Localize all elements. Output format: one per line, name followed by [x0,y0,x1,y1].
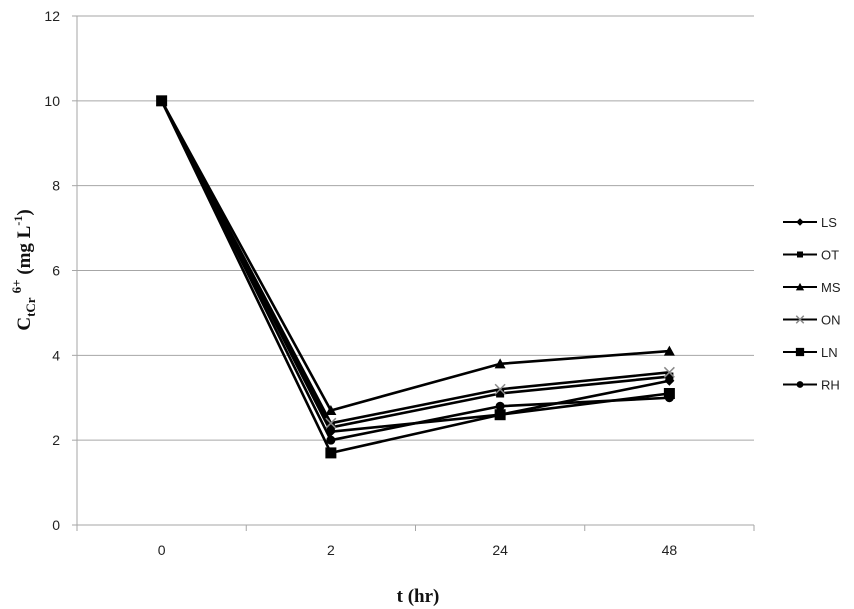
triangle-marker-icon [663,345,675,356]
diamond-marker-icon [796,218,804,226]
legend-label: RH [821,378,840,393]
series-ms [156,95,675,415]
legend-label: LS [821,215,837,230]
square-marker-icon [325,447,337,459]
circle-marker-icon [495,401,505,411]
y-tick-label: 2 [52,432,60,448]
series-ln [156,95,675,459]
x-tick-label: 0 [158,542,166,558]
series-ls [156,95,675,437]
legend-item-ln: LN [783,345,838,360]
y-tick-label: 12 [44,8,60,24]
circle-marker-icon [796,381,804,388]
series-on [156,95,675,429]
data-series [156,95,675,459]
legend-label: OT [821,248,839,263]
legend: LS OT MS ON LN RH [783,215,841,393]
legend-item-ms: MS [783,280,841,295]
x-tick-label: 48 [662,542,678,558]
square-marker-icon [797,251,803,258]
x-marker-icon [795,315,805,324]
series-rh [157,96,674,445]
legend-label: ON [821,313,841,328]
legend-item-ls: LS [783,215,837,230]
gridlines [77,15,754,441]
square-marker-icon [494,409,506,421]
circle-marker-icon [157,96,167,106]
axes [72,15,755,531]
legend-item-rh: RH [783,378,840,393]
triangle-marker-icon [494,358,506,369]
y-tick-label: 0 [52,517,60,533]
x-axis-tick-labels: 0 2 24 48 [158,542,678,558]
series-line [160,100,670,425]
series-ot [157,96,674,432]
x-tick-label: 24 [492,542,508,558]
square-marker-icon [665,372,674,381]
y-tick-label: 4 [52,347,60,363]
y-axis-title: CtCr6+ (mg L-1) [9,209,38,330]
series-line [160,100,670,412]
legend-label: LN [821,345,838,360]
y-tick-label: 6 [52,263,60,279]
circle-marker-icon [326,435,336,445]
series-line [160,100,670,433]
legend-label: MS [821,280,841,295]
x-tick-label: 2 [327,542,335,558]
x-marker-icon [663,366,675,378]
triangle-marker-icon [325,404,337,415]
y-tick-label: 10 [44,93,60,109]
series-line [160,100,670,429]
x-marker-icon [494,383,506,395]
x-axis-title: t (hr) [397,586,440,607]
square-marker-icon [795,347,805,357]
series-line [160,100,670,455]
y-axis-tick-labels: 0 2 4 6 8 10 12 [44,8,60,533]
triangle-marker-icon [795,282,805,291]
square-marker-icon [496,389,505,398]
square-marker-icon [326,423,335,432]
x-marker-icon [325,417,337,429]
circle-marker-icon [664,393,674,403]
series-line [160,100,670,442]
y-tick-label: 8 [52,178,60,194]
legend-item-ot: OT [783,248,839,263]
legend-item-on: ON [783,313,841,328]
